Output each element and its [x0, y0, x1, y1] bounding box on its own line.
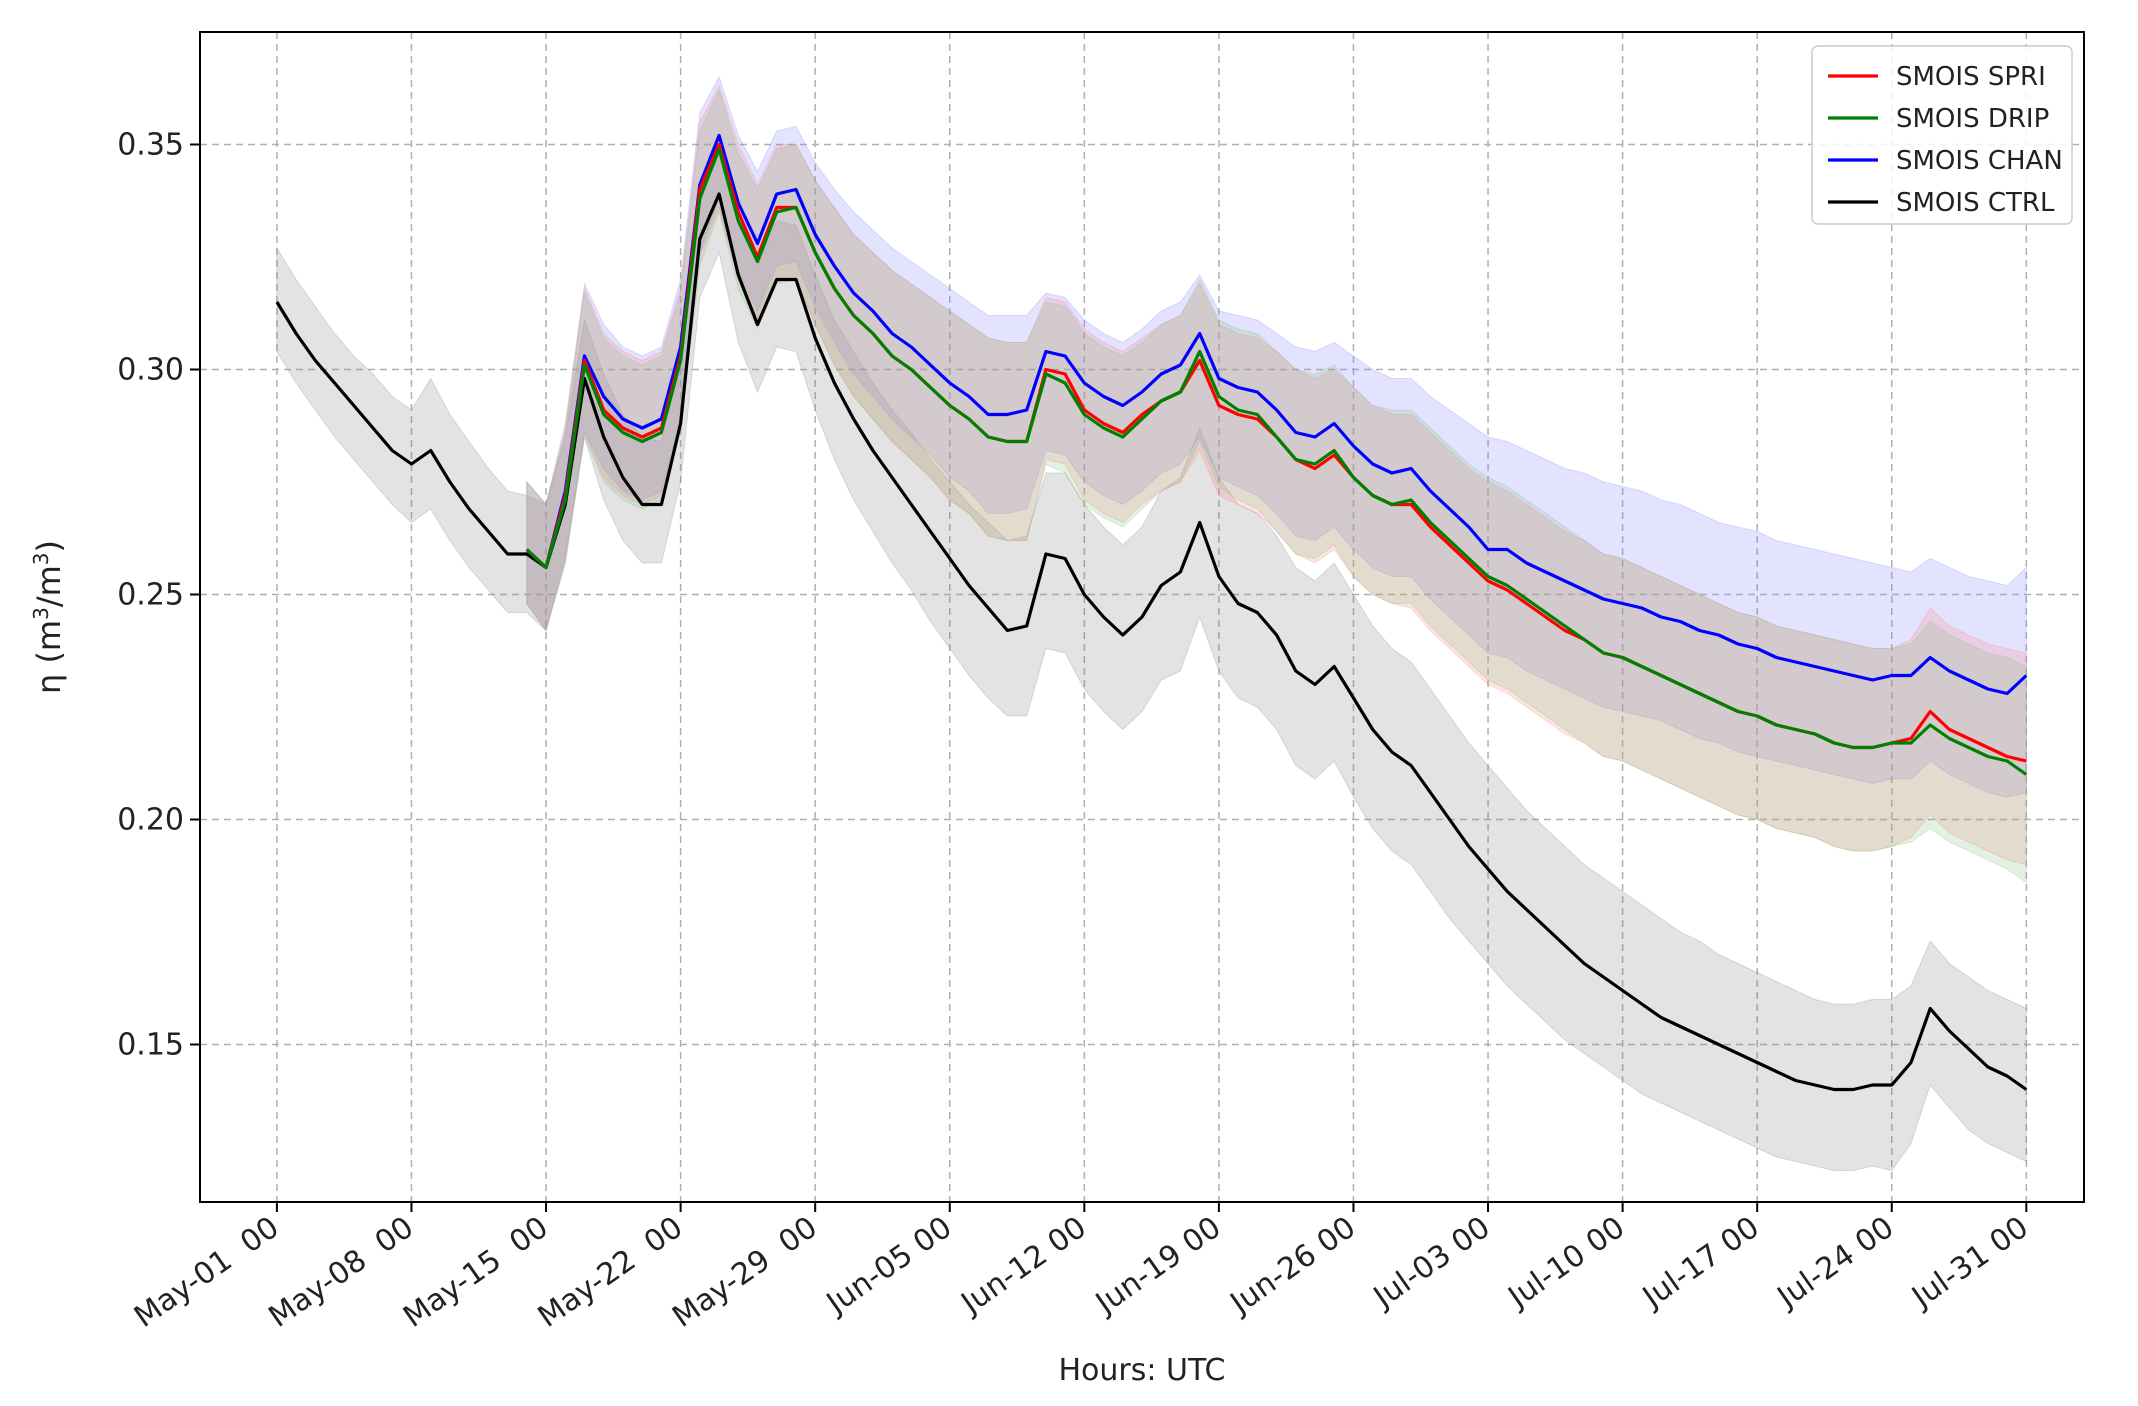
legend-label: SMOIS DRIP: [1896, 104, 2049, 134]
y-tick-label: 0.25: [117, 578, 184, 613]
legend: SMOIS SPRI SMOIS DRIP SMOIS CHAN SMOIS CTRL: [1811, 45, 2073, 225]
y-axis-label-base: η (m: [30, 620, 68, 694]
y-axis-label-mid: /m: [30, 565, 68, 607]
smois-ctrl-band: [276, 143, 2027, 1172]
legend-label: SMOIS CHAN: [1896, 146, 2063, 176]
y-tick-label: 0.15: [117, 1028, 184, 1063]
y-tick-label: 0.30: [117, 353, 184, 388]
y-axis-label-sup2: 3: [29, 552, 53, 565]
y-axis: 0.15 0.20 0.25 0.30 0.35: [117, 128, 200, 1063]
x-axis-label: Hours: UTC: [1058, 1353, 1225, 1388]
y-axis-label-sup1: 3: [29, 607, 53, 620]
y-tick-label: 0.20: [117, 803, 184, 838]
grid-lines: [200, 32, 2084, 1202]
y-axis-label-end: ): [30, 540, 68, 552]
series-lines: [275, 133, 2028, 1092]
y-axis-label: η (m3/m3): [29, 540, 68, 694]
plot-area-frame: [199, 31, 2085, 1203]
legend-box: [1811, 45, 2073, 225]
smois-drip-band: [526, 89, 2027, 884]
smois-chan-line: [525, 133, 2028, 696]
legend-label: SMOIS CTRL: [1896, 188, 2055, 218]
smois-drip-line: [525, 147, 2028, 776]
y-tick-label: 0.35: [117, 128, 184, 163]
legend-label: SMOIS SPRI: [1896, 62, 2046, 92]
